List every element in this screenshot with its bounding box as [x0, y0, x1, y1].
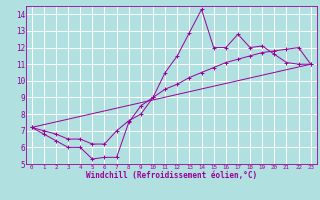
X-axis label: Windchill (Refroidissement éolien,°C): Windchill (Refroidissement éolien,°C) — [86, 171, 257, 180]
